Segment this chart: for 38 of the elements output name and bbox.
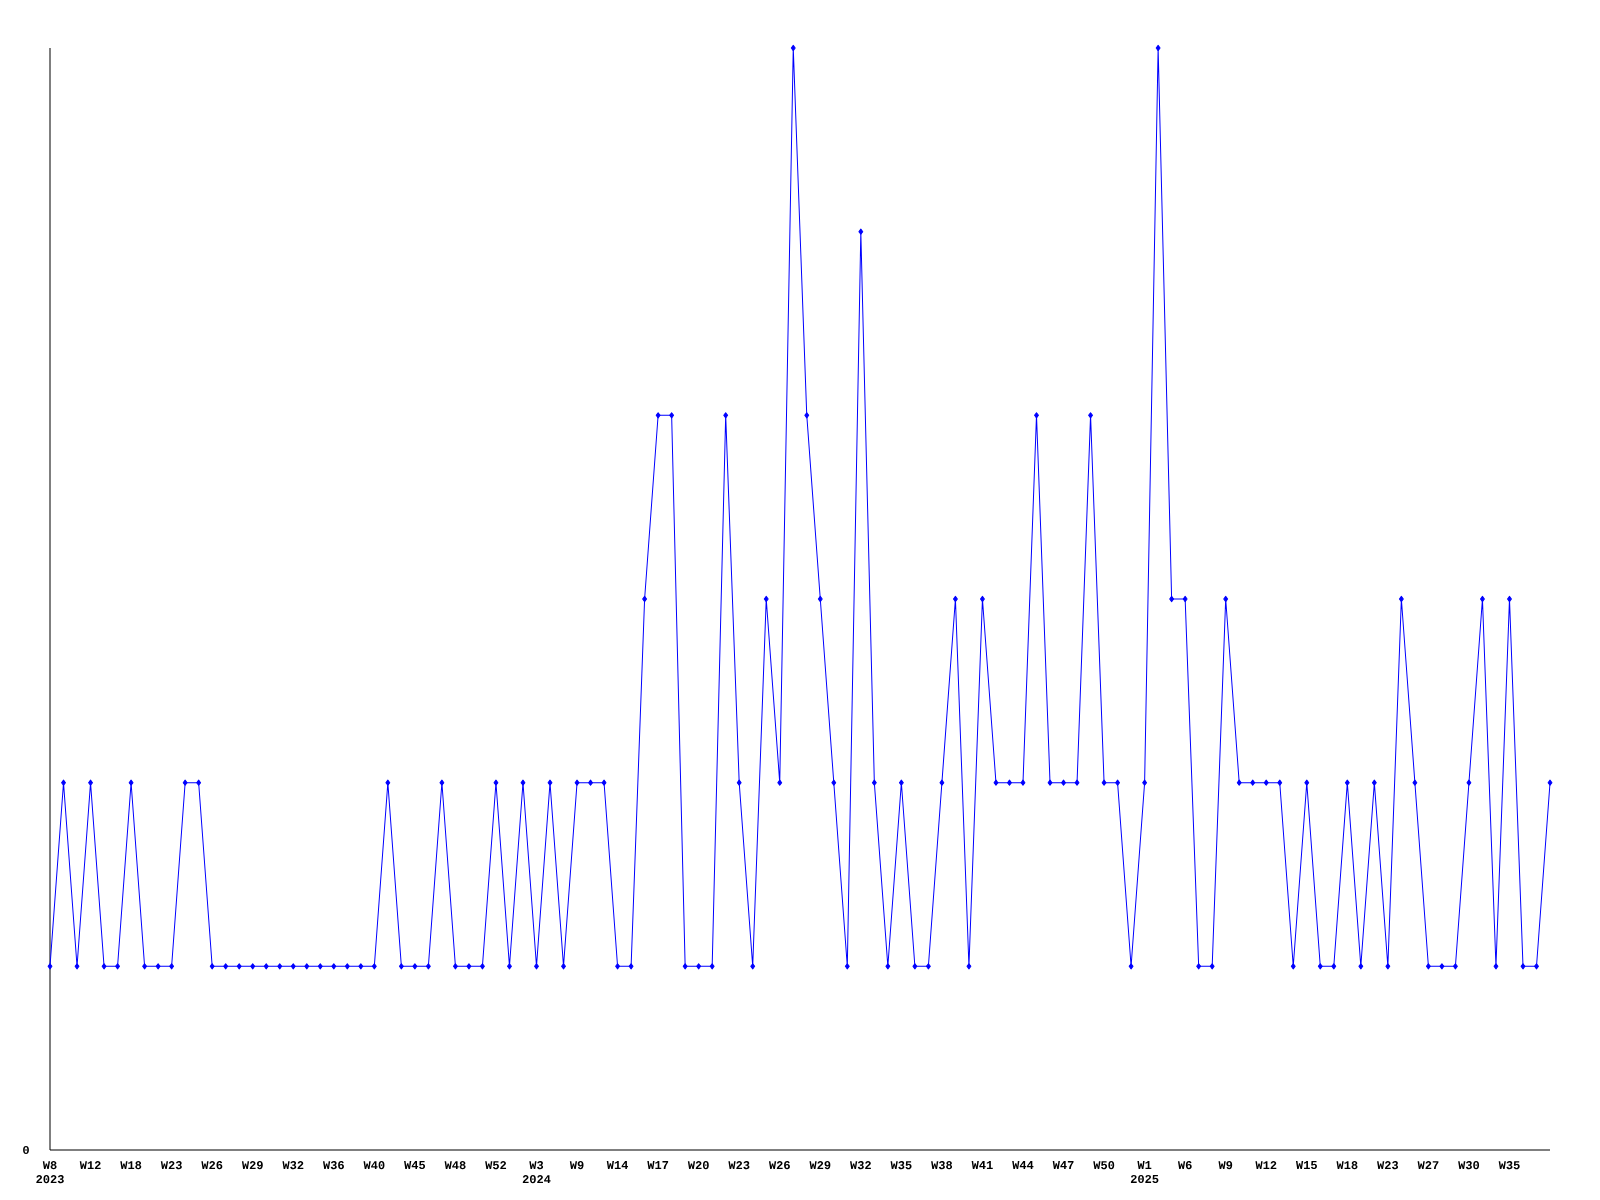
x-tick-label: W26 xyxy=(201,1161,223,1170)
x-tick-label: W20 xyxy=(687,1161,709,1170)
x-tick-label: W23 xyxy=(1377,1161,1399,1170)
text: 0 xyxy=(23,1145,29,1155)
x-tick-label: W6 xyxy=(1177,1161,1192,1170)
x-tick-label: W45 xyxy=(404,1161,426,1170)
x-tick-label: W1 2025 xyxy=(1130,1161,1159,1184)
x-tick-label: W30 xyxy=(1458,1161,1480,1170)
x-tick-label: W38 xyxy=(931,1161,953,1170)
x-tick-label: W14 xyxy=(606,1161,629,1169)
x-tick-label: W27 xyxy=(1417,1161,1439,1170)
x-tick-label: W52 xyxy=(485,1161,507,1170)
x-tick-label: W29 xyxy=(241,1161,263,1170)
x-tick-label: W23 xyxy=(728,1161,750,1170)
x-tick-label: W41 xyxy=(971,1161,993,1169)
x-tick-label: W26 xyxy=(768,1161,790,1170)
x-tick-label: W23 xyxy=(160,1161,182,1170)
x-tick-label: W9 xyxy=(569,1161,584,1170)
x-tick-label: W12 xyxy=(1255,1161,1277,1170)
x-tick-label: W35 xyxy=(890,1161,912,1170)
x-tick-label: W32 xyxy=(850,1161,871,1170)
x-tick-label: W44 xyxy=(1012,1161,1034,1169)
x-tick-label: W12 xyxy=(79,1161,101,1170)
x-tick-label: W9 xyxy=(1218,1161,1233,1170)
x-tick-label: W17 xyxy=(647,1161,669,1169)
x-tick-label: W48 xyxy=(444,1161,466,1170)
x-tick-label: W40 xyxy=(363,1161,385,1170)
x-tick-label: W15 xyxy=(1295,1161,1317,1170)
x-tick-label: W29 xyxy=(809,1161,831,1170)
x-tick-label: W50 xyxy=(1093,1161,1115,1170)
x-tick-label: W3 2024 xyxy=(522,1161,551,1184)
x-tick-label: W18 xyxy=(1336,1161,1358,1170)
x-tick-label: W8 2023 xyxy=(36,1161,64,1184)
x-tick-label: W32 xyxy=(282,1161,304,1170)
x-tick-label: W18 xyxy=(120,1161,142,1170)
x-tick-label: W35 xyxy=(1498,1161,1520,1170)
x-tick-label: W47 xyxy=(1052,1161,1074,1169)
x-tick-label: W36 xyxy=(322,1161,344,1170)
